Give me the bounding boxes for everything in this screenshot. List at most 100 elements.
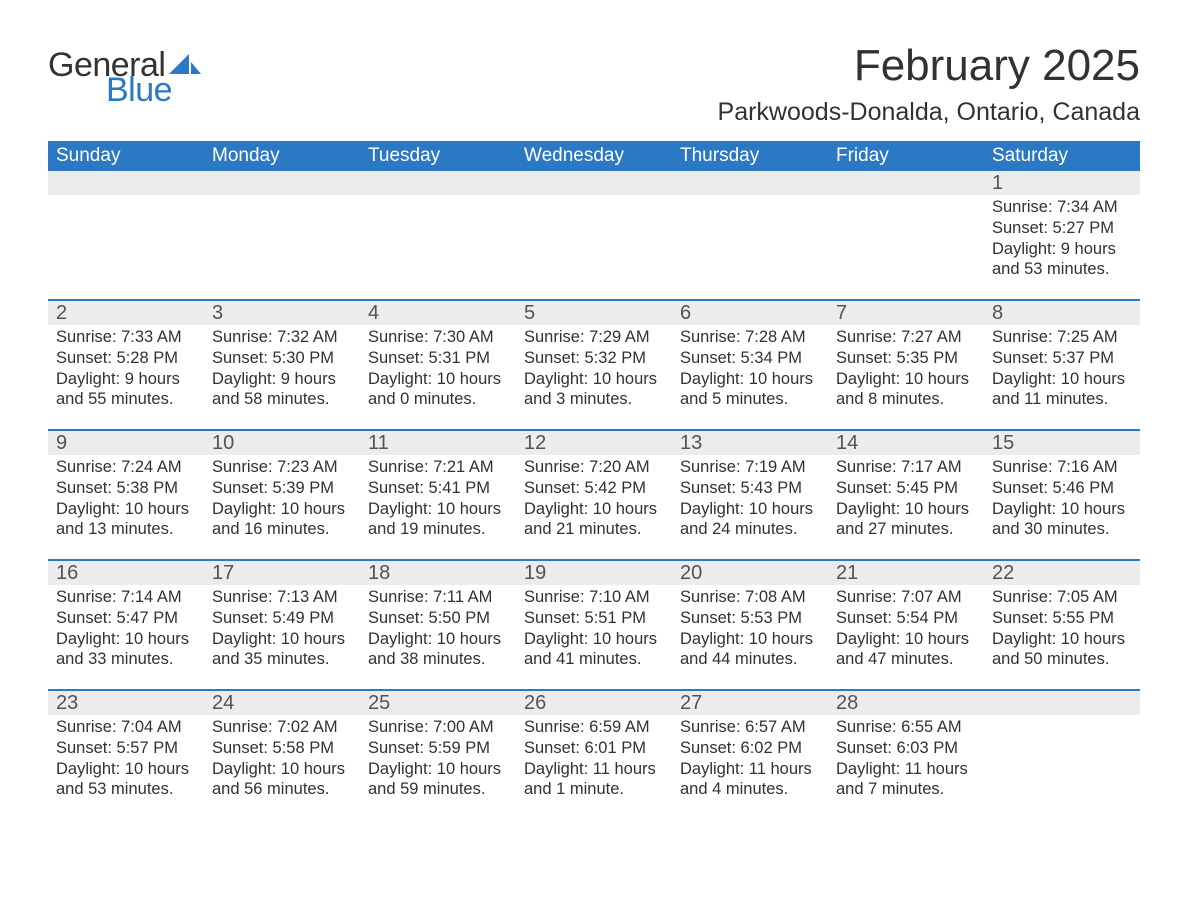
day-number (516, 171, 672, 195)
calendar-cell (360, 171, 516, 299)
day-number (672, 171, 828, 195)
dow-saturday: Saturday (984, 141, 1140, 171)
calendar-cell (984, 691, 1140, 819)
daylight-text: Daylight: 10 hours and 19 minutes. (368, 499, 510, 540)
day-number (204, 171, 360, 195)
calendar-cell (48, 171, 204, 299)
daylight-text: Daylight: 10 hours and 47 minutes. (836, 629, 978, 670)
day-details: Sunrise: 7:29 AMSunset: 5:32 PMDaylight:… (516, 325, 672, 420)
dow-thursday: Thursday (672, 141, 828, 171)
sunrise-text: Sunrise: 7:21 AM (368, 457, 510, 478)
sunset-text: Sunset: 5:39 PM (212, 478, 354, 499)
sunrise-text: Sunrise: 7:04 AM (56, 717, 198, 738)
calendar-grid: Sunday Monday Tuesday Wednesday Thursday… (48, 141, 1140, 819)
day-number: 2 (48, 301, 204, 325)
sunset-text: Sunset: 5:38 PM (56, 478, 198, 499)
day-number (828, 171, 984, 195)
daylight-text: Daylight: 10 hours and 41 minutes. (524, 629, 666, 670)
calendar-page: General Blue February 2025 Parkwoods-Don… (0, 0, 1188, 918)
month-title: February 2025 (718, 42, 1140, 90)
day-details: Sunrise: 7:25 AMSunset: 5:37 PMDaylight:… (984, 325, 1140, 420)
brand-logo: General Blue (48, 50, 201, 106)
brand-word-blue: Blue (106, 75, 201, 106)
calendar-cell: 2Sunrise: 7:33 AMSunset: 5:28 PMDaylight… (48, 301, 204, 429)
day-details: Sunrise: 7:20 AMSunset: 5:42 PMDaylight:… (516, 455, 672, 550)
day-details: Sunrise: 7:24 AMSunset: 5:38 PMDaylight:… (48, 455, 204, 550)
daylight-text: Daylight: 10 hours and 8 minutes. (836, 369, 978, 410)
calendar-cell: 25Sunrise: 7:00 AMSunset: 5:59 PMDayligh… (360, 691, 516, 819)
calendar-cell: 14Sunrise: 7:17 AMSunset: 5:45 PMDayligh… (828, 431, 984, 559)
sunrise-text: Sunrise: 7:02 AM (212, 717, 354, 738)
sunrise-text: Sunrise: 7:08 AM (680, 587, 822, 608)
day-number: 1 (984, 171, 1140, 195)
calendar-week: 1Sunrise: 7:34 AMSunset: 5:27 PMDaylight… (48, 171, 1140, 299)
daylight-text: Daylight: 10 hours and 21 minutes. (524, 499, 666, 540)
calendar-cell: 26Sunrise: 6:59 AMSunset: 6:01 PMDayligh… (516, 691, 672, 819)
location-subtitle: Parkwoods-Donalda, Ontario, Canada (718, 98, 1140, 127)
calendar-cell: 16Sunrise: 7:14 AMSunset: 5:47 PMDayligh… (48, 561, 204, 689)
sunrise-text: Sunrise: 7:11 AM (368, 587, 510, 608)
day-number: 22 (984, 561, 1140, 585)
daylight-text: Daylight: 10 hours and 44 minutes. (680, 629, 822, 670)
day-details: Sunrise: 7:11 AMSunset: 5:50 PMDaylight:… (360, 585, 516, 680)
day-details: Sunrise: 7:34 AMSunset: 5:27 PMDaylight:… (984, 195, 1140, 290)
day-number: 7 (828, 301, 984, 325)
sunrise-text: Sunrise: 6:55 AM (836, 717, 978, 738)
daylight-text: Daylight: 10 hours and 16 minutes. (212, 499, 354, 540)
daylight-text: Daylight: 10 hours and 33 minutes. (56, 629, 198, 670)
daylight-text: Daylight: 10 hours and 13 minutes. (56, 499, 198, 540)
header: General Blue February 2025 Parkwoods-Don… (48, 42, 1140, 127)
day-details: Sunrise: 7:13 AMSunset: 5:49 PMDaylight:… (204, 585, 360, 680)
calendar-cell: 19Sunrise: 7:10 AMSunset: 5:51 PMDayligh… (516, 561, 672, 689)
daylight-text: Daylight: 10 hours and 59 minutes. (368, 759, 510, 800)
sunrise-text: Sunrise: 7:33 AM (56, 327, 198, 348)
sunset-text: Sunset: 5:50 PM (368, 608, 510, 629)
calendar-week: 16Sunrise: 7:14 AMSunset: 5:47 PMDayligh… (48, 559, 1140, 689)
day-details: Sunrise: 7:05 AMSunset: 5:55 PMDaylight:… (984, 585, 1140, 680)
sunset-text: Sunset: 6:03 PM (836, 738, 978, 759)
calendar-cell: 28Sunrise: 6:55 AMSunset: 6:03 PMDayligh… (828, 691, 984, 819)
day-number: 8 (984, 301, 1140, 325)
day-number: 9 (48, 431, 204, 455)
day-details: Sunrise: 7:23 AMSunset: 5:39 PMDaylight:… (204, 455, 360, 550)
calendar-cell (516, 171, 672, 299)
day-number (984, 691, 1140, 715)
calendar-cell: 7Sunrise: 7:27 AMSunset: 5:35 PMDaylight… (828, 301, 984, 429)
day-details: Sunrise: 7:08 AMSunset: 5:53 PMDaylight:… (672, 585, 828, 680)
sunset-text: Sunset: 5:55 PM (992, 608, 1134, 629)
sunset-text: Sunset: 5:35 PM (836, 348, 978, 369)
sunset-text: Sunset: 6:02 PM (680, 738, 822, 759)
sunrise-text: Sunrise: 7:25 AM (992, 327, 1134, 348)
sunset-text: Sunset: 5:43 PM (680, 478, 822, 499)
sunset-text: Sunset: 5:37 PM (992, 348, 1134, 369)
sunset-text: Sunset: 5:49 PM (212, 608, 354, 629)
daylight-text: Daylight: 10 hours and 5 minutes. (680, 369, 822, 410)
calendar-cell: 6Sunrise: 7:28 AMSunset: 5:34 PMDaylight… (672, 301, 828, 429)
daylight-text: Daylight: 10 hours and 11 minutes. (992, 369, 1134, 410)
calendar-cell: 23Sunrise: 7:04 AMSunset: 5:57 PMDayligh… (48, 691, 204, 819)
calendar-cell: 27Sunrise: 6:57 AMSunset: 6:02 PMDayligh… (672, 691, 828, 819)
day-details: Sunrise: 7:04 AMSunset: 5:57 PMDaylight:… (48, 715, 204, 810)
day-number: 19 (516, 561, 672, 585)
day-number: 15 (984, 431, 1140, 455)
sunrise-text: Sunrise: 7:00 AM (368, 717, 510, 738)
daylight-text: Daylight: 10 hours and 35 minutes. (212, 629, 354, 670)
sunset-text: Sunset: 5:34 PM (680, 348, 822, 369)
sunrise-text: Sunrise: 7:32 AM (212, 327, 354, 348)
sunset-text: Sunset: 6:01 PM (524, 738, 666, 759)
day-number (360, 171, 516, 195)
calendar-cell: 4Sunrise: 7:30 AMSunset: 5:31 PMDaylight… (360, 301, 516, 429)
day-details: Sunrise: 7:19 AMSunset: 5:43 PMDaylight:… (672, 455, 828, 550)
calendar-cell (672, 171, 828, 299)
calendar-cell: 21Sunrise: 7:07 AMSunset: 5:54 PMDayligh… (828, 561, 984, 689)
day-number: 16 (48, 561, 204, 585)
sunset-text: Sunset: 5:47 PM (56, 608, 198, 629)
day-number: 11 (360, 431, 516, 455)
title-block: February 2025 Parkwoods-Donalda, Ontario… (718, 42, 1140, 127)
day-details: Sunrise: 6:59 AMSunset: 6:01 PMDaylight:… (516, 715, 672, 810)
day-details: Sunrise: 7:17 AMSunset: 5:45 PMDaylight:… (828, 455, 984, 550)
sunset-text: Sunset: 5:28 PM (56, 348, 198, 369)
day-number: 13 (672, 431, 828, 455)
sunset-text: Sunset: 5:31 PM (368, 348, 510, 369)
day-number (48, 171, 204, 195)
